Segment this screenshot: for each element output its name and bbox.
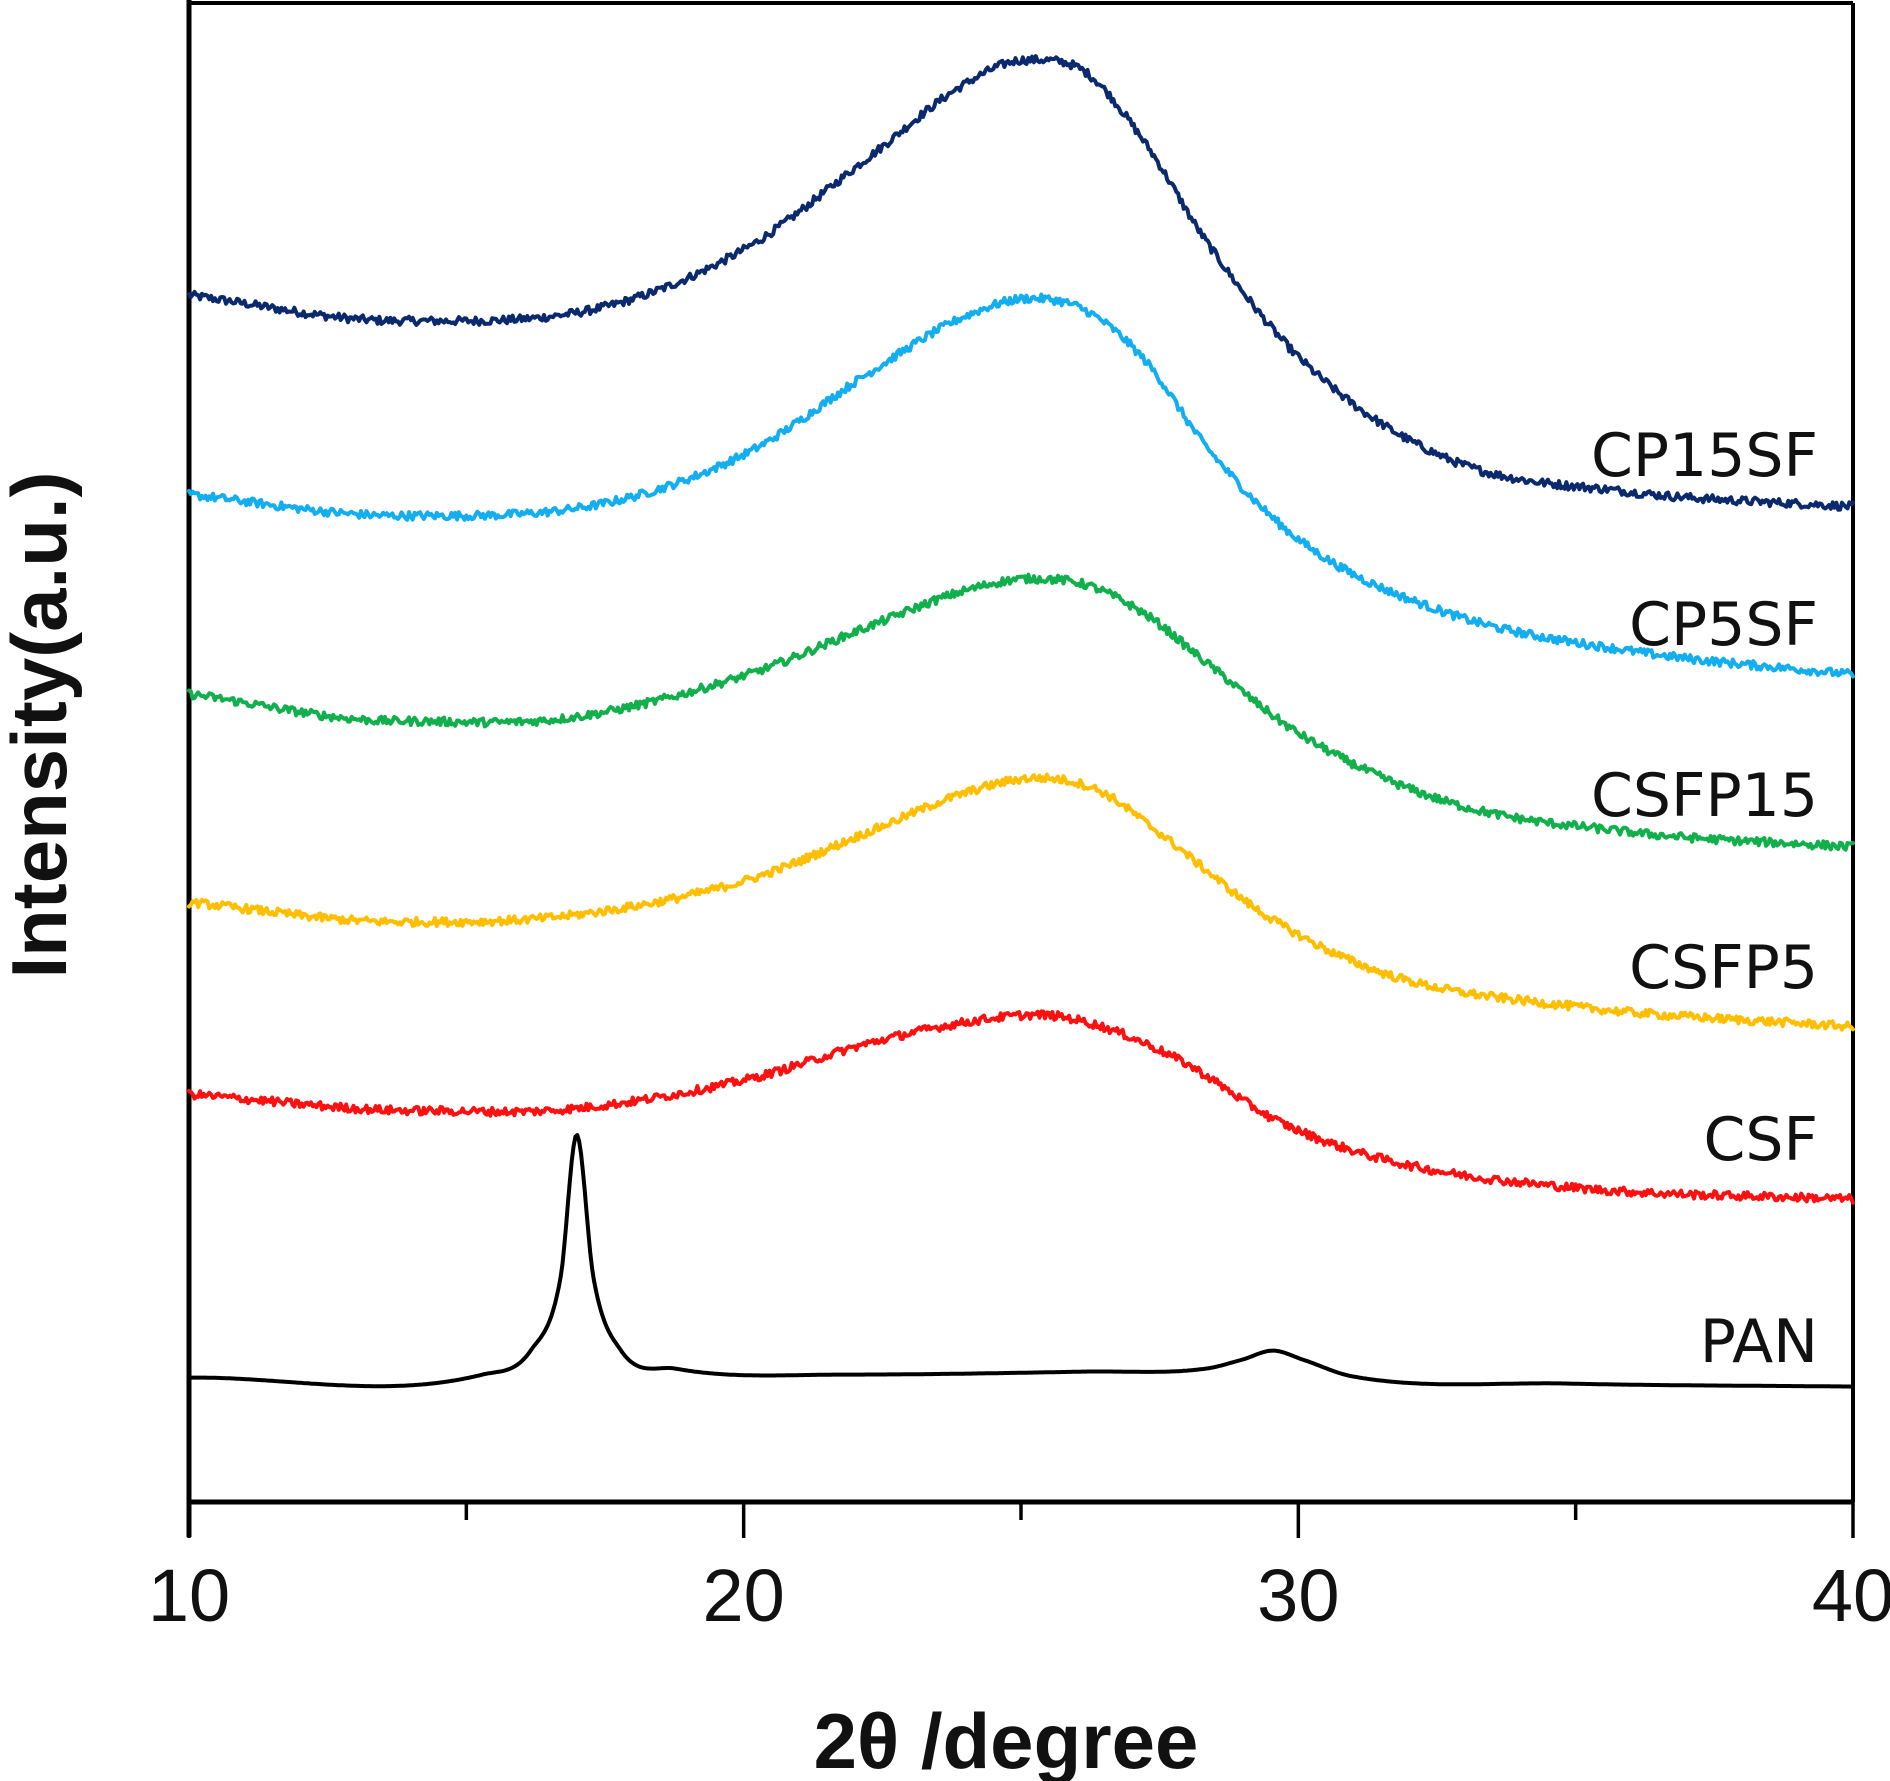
x-tick-label: 10 bbox=[148, 1554, 230, 1637]
x-tick-label: 30 bbox=[1257, 1554, 1339, 1637]
x-axis-title: 2θ /degree bbox=[814, 1697, 1199, 1781]
series-lines bbox=[187, 54, 1855, 1389]
x-tick-label: 40 bbox=[1812, 1554, 1890, 1637]
x-tick-label: 20 bbox=[703, 1554, 785, 1637]
series-label-cp15sf: CP15SF bbox=[1591, 421, 1818, 491]
series-label-cp5sf: CP5SF bbox=[1629, 590, 1818, 660]
series-line-csfp5 bbox=[187, 772, 1855, 1032]
series-line-pan bbox=[187, 1133, 1855, 1389]
series-label-pan: PAN bbox=[1700, 1307, 1818, 1377]
series-label-csf: CSF bbox=[1704, 1105, 1819, 1175]
series-label-csfp15: CSFP15 bbox=[1591, 761, 1818, 831]
series-label-csfp5: CSFP5 bbox=[1629, 933, 1818, 1003]
series-labels: CP15SF CP5SF CSFP15 CSFP5 CSF PAN bbox=[1591, 421, 1818, 1377]
series-line-cp15sf bbox=[187, 54, 1855, 512]
y-axis-title: Intensity(a.u.) bbox=[0, 471, 83, 978]
series-line-csfp15 bbox=[187, 572, 1855, 852]
x-axis-tick-labels: 10 20 30 40 bbox=[148, 1554, 1890, 1637]
series-line-csf bbox=[187, 1009, 1855, 1205]
x-axis-ticks bbox=[187, 1502, 1855, 1538]
series-line-cp5sf bbox=[187, 292, 1855, 679]
